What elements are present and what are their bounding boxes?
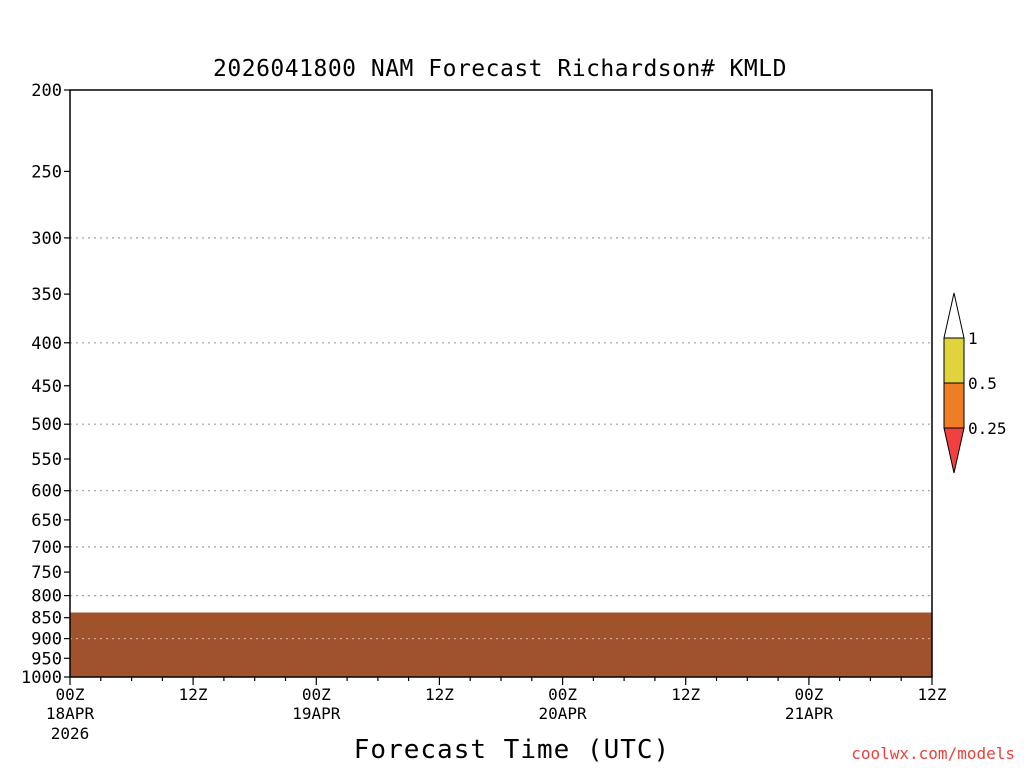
colorbar: 1 0.5 0.25	[943, 292, 1007, 474]
y-tick-label: 250	[31, 162, 62, 182]
y-tick-label: 600	[31, 482, 62, 502]
x-tick-date: 19APR	[292, 704, 341, 723]
x-tick-label: 00Z	[56, 685, 85, 704]
y-tick-label: 950	[31, 649, 62, 669]
y-tick-label: 750	[31, 563, 62, 583]
ground-layer	[70, 612, 932, 677]
x-tick-date: 21APR	[785, 704, 834, 723]
y-tick-label: 500	[31, 415, 62, 435]
y-tick-label: 400	[31, 334, 62, 354]
y-tick-label: 550	[31, 450, 62, 470]
x-tick-label: 00Z	[548, 685, 577, 704]
y-tick-label: 450	[31, 377, 62, 397]
colorbar-swatch-above-1	[943, 292, 965, 339]
y-tick-label: 300	[31, 229, 62, 249]
credit-text: coolwx.com/models	[851, 744, 1015, 763]
chart-title: 2026041800 NAM Forecast Richardson# KMLD	[213, 56, 787, 82]
colorbar-swatch-below-0.25	[943, 427, 965, 474]
y-tick-label: 700	[31, 538, 62, 558]
y-tick-label: 1000	[21, 668, 62, 688]
x-tick-date: 18APR	[46, 704, 95, 723]
x-tick-label: 00Z	[302, 685, 331, 704]
x-tick-label: 12Z	[425, 685, 454, 704]
x-tick-year: 2026	[51, 724, 90, 743]
y-tick-label: 650	[31, 511, 62, 531]
colorbar-swatch-0.5-1	[943, 337, 965, 384]
y-tick-label: 900	[31, 630, 62, 650]
colorbar-label: 1	[968, 329, 978, 348]
colorbar-label: 0.25	[968, 419, 1007, 438]
x-tick-label: 00Z	[794, 685, 823, 704]
x-tick-label: 12Z	[671, 685, 700, 704]
y-tick-label: 200	[31, 81, 62, 101]
x-tick-date: 20APR	[539, 704, 588, 723]
colorbar-label: 0.5	[968, 374, 997, 393]
y-tick-label: 800	[31, 587, 62, 607]
colorbar-swatch-0.25-0.5	[943, 382, 965, 429]
ground-fill	[70, 612, 932, 677]
y-tick-label: 850	[31, 609, 62, 629]
x-tick-label: 12Z	[179, 685, 208, 704]
y-axis: 200 250 300 350 400 450 500 550 600 650 700 750 8008…	[21, 81, 70, 688]
x-axis-label: Forecast Time (UTC)	[354, 735, 670, 765]
x-tick-label: 12Z	[918, 685, 947, 704]
y-tick-label: 350	[31, 285, 62, 305]
plot-background	[70, 90, 932, 677]
